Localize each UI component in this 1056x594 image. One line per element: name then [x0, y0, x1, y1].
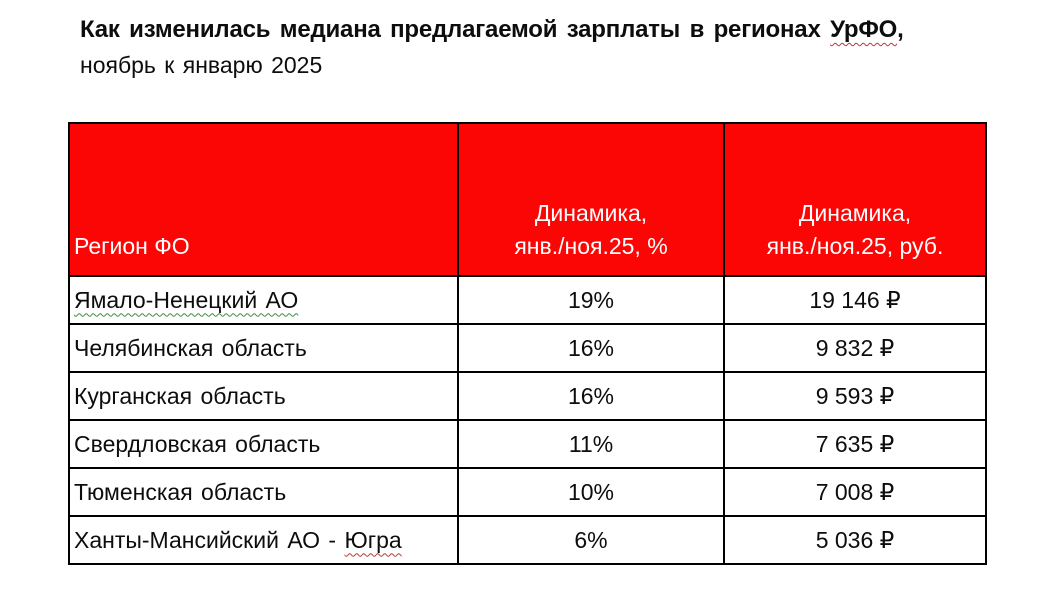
header-dynamics-pct[interactable]: Динамика, янв./ноя.25, %: [457, 122, 725, 277]
region-text: Тюменская область: [74, 478, 287, 505]
cell-dynamics-rub[interactable]: 19 146 ₽: [723, 275, 987, 325]
title-text: Как изменилась медиана предлагаемой зарп…: [80, 16, 831, 43]
cell-region[interactable]: Ханты-Мансийский АО - Югра: [68, 515, 459, 565]
spellcheck-marked-word: Ямало-Ненецкий АО: [74, 286, 299, 313]
header-dynamics-pct-line1: Динамика,: [534, 200, 648, 226]
title-block: Как изменилась медиана предлагаемой зарп…: [80, 14, 1010, 80]
title-comma: ,: [897, 16, 904, 43]
header-dynamics-rub-line1: Динамика,: [798, 200, 912, 226]
cell-dynamics-rub[interactable]: 9 832 ₽: [723, 323, 987, 373]
table-header: Регион ФО Динамика, янв./ноя.25, % Динами…: [68, 122, 987, 277]
table-row: Тюменская область 10% 7 008 ₽: [68, 467, 987, 517]
header-dynamics-rub-line2: янв./ноя.25, руб.: [766, 233, 944, 259]
cell-dynamics-rub[interactable]: 7 008 ₽: [723, 467, 987, 517]
cell-dynamics-pct[interactable]: 10%: [457, 467, 725, 517]
cell-dynamics-pct[interactable]: 16%: [457, 371, 725, 421]
cell-dynamics-pct[interactable]: 6%: [457, 515, 725, 565]
cell-dynamics-rub[interactable]: 5 036 ₽: [723, 515, 987, 565]
region-text: Курганская область: [74, 382, 286, 409]
region-text: Ханты-Мансийский АО -: [74, 526, 345, 553]
table-row: Ханты-Мансийский АО - Югра 6% 5 036 ₽: [68, 515, 987, 565]
header-region[interactable]: Регион ФО: [68, 122, 459, 277]
cell-dynamics-rub[interactable]: 7 635 ₽: [723, 419, 987, 469]
region-text: Свердловская область: [74, 430, 321, 457]
spellcheck-marked-word: Югра: [344, 526, 402, 553]
cell-region[interactable]: Свердловская область: [68, 419, 459, 469]
page-subtitle[interactable]: ноябрь к январю 2025: [80, 52, 323, 78]
cell-dynamics-pct[interactable]: 19%: [457, 275, 725, 325]
region-text: Челябинская область: [74, 334, 307, 361]
cell-region[interactable]: Ямало-Ненецкий АО: [68, 275, 459, 325]
cell-dynamics-rub[interactable]: 9 593 ₽: [723, 371, 987, 421]
page-title[interactable]: Как изменилась медиана предлагаемой зарп…: [80, 14, 1010, 46]
table-row: Свердловская область 11% 7 635 ₽: [68, 419, 987, 469]
cell-region[interactable]: Челябинская область: [68, 323, 459, 373]
header-row: Регион ФО Динамика, янв./ноя.25, % Динами…: [68, 122, 987, 277]
header-dynamics-pct-line2: янв./ноя.25, %: [514, 233, 668, 259]
spellcheck-marked-word: УрФО: [830, 16, 898, 43]
table-row: Курганская область 16% 9 593 ₽: [68, 371, 987, 421]
cell-dynamics-pct[interactable]: 11%: [457, 419, 725, 469]
cell-region[interactable]: Курганская область: [68, 371, 459, 421]
table-row: Челябинская область 16% 9 832 ₽: [68, 323, 987, 373]
header-dynamics-rub[interactable]: Динамика, янв./ноя.25, руб.: [723, 122, 987, 277]
salary-table: Регион ФО Динамика, янв./ноя.25, % Динами…: [68, 122, 987, 565]
cell-dynamics-pct[interactable]: 16%: [457, 323, 725, 373]
table-body: Ямало-Ненецкий АО 19% 19 146 ₽ Челябинская …: [68, 275, 987, 565]
table-row: Ямало-Ненецкий АО 19% 19 146 ₽: [68, 275, 987, 325]
cell-region[interactable]: Тюменская область: [68, 467, 459, 517]
